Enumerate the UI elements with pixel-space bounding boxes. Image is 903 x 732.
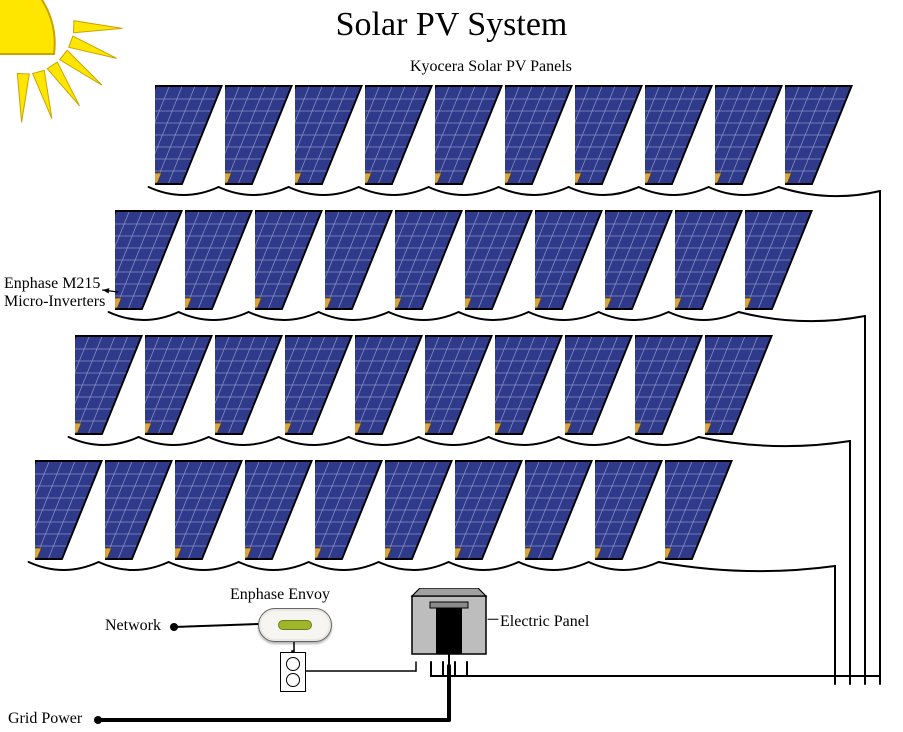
solar-panel-icon: e [575, 85, 643, 185]
inverters-label-1: Enphase M215 [4, 275, 100, 293]
solar-panel-icon: e [155, 85, 223, 185]
envoy-label: Enphase Envoy [230, 586, 330, 604]
solar-panel-icon: e [785, 85, 853, 185]
inverters-label-2: Micro-Inverters [4, 293, 105, 311]
solar-panel-icon: e [285, 335, 353, 435]
solar-panel-icon: e [465, 210, 533, 310]
enphase-envoy-icon [258, 608, 332, 642]
solar-panel-icon: e [315, 460, 383, 560]
page-title: Solar PV System [0, 6, 903, 44]
solar-panel-icon: e [675, 210, 743, 310]
electric-panel-icon [410, 588, 488, 666]
solar-panel-icon: e [115, 210, 183, 310]
solar-panel-icon: e [435, 85, 503, 185]
solar-panel-icon: e [365, 85, 433, 185]
solar-panel-icon: e [745, 210, 813, 310]
electric-panel-label: Electric Panel [500, 613, 589, 631]
solar-panel-icon: e [425, 335, 493, 435]
solar-panel-icon: e [245, 460, 313, 560]
panels-label: Kyocera Solar PV Panels [410, 58, 572, 76]
solar-panel-icon: e [35, 460, 103, 560]
solar-panel-icon: e [535, 210, 603, 310]
solar-panel-icon: e [455, 460, 523, 560]
solar-panel-icon: e [355, 335, 423, 435]
solar-panel-icon: e [145, 335, 213, 435]
solar-panel-icon: e [75, 335, 143, 435]
solar-panel-icon: e [395, 210, 463, 310]
solar-panel-icon: e [225, 85, 293, 185]
grid-label: Grid Power [8, 710, 82, 728]
diagram-stage: Solar PV System Kyocera Solar PV Panels … [0, 0, 903, 732]
solar-panel-icon: e [705, 335, 773, 435]
solar-panel-icon: e [295, 85, 363, 185]
solar-panel-icon: e [215, 335, 283, 435]
wall-outlet-icon [280, 652, 306, 692]
solar-panel-icon: e [255, 210, 323, 310]
solar-panel-icon: e [605, 210, 673, 310]
solar-panel-icon: e [505, 85, 573, 185]
solar-panel-icon: e [715, 85, 783, 185]
solar-panel-icon: e [645, 85, 713, 185]
solar-panel-icon: e [665, 460, 733, 560]
solar-panel-icon: e [525, 460, 593, 560]
solar-panel-icon: e [595, 460, 663, 560]
solar-panel-icon: e [325, 210, 393, 310]
solar-panel-icon: e [385, 460, 453, 560]
solar-panel-icon: e [565, 335, 633, 435]
solar-panel-icon: e [635, 335, 703, 435]
solar-panel-icon: e [105, 460, 173, 560]
solar-panel-icon: e [175, 460, 243, 560]
solar-panel-icon: e [185, 210, 253, 310]
solar-panel-icon: e [495, 335, 563, 435]
network-label: Network [105, 617, 161, 635]
